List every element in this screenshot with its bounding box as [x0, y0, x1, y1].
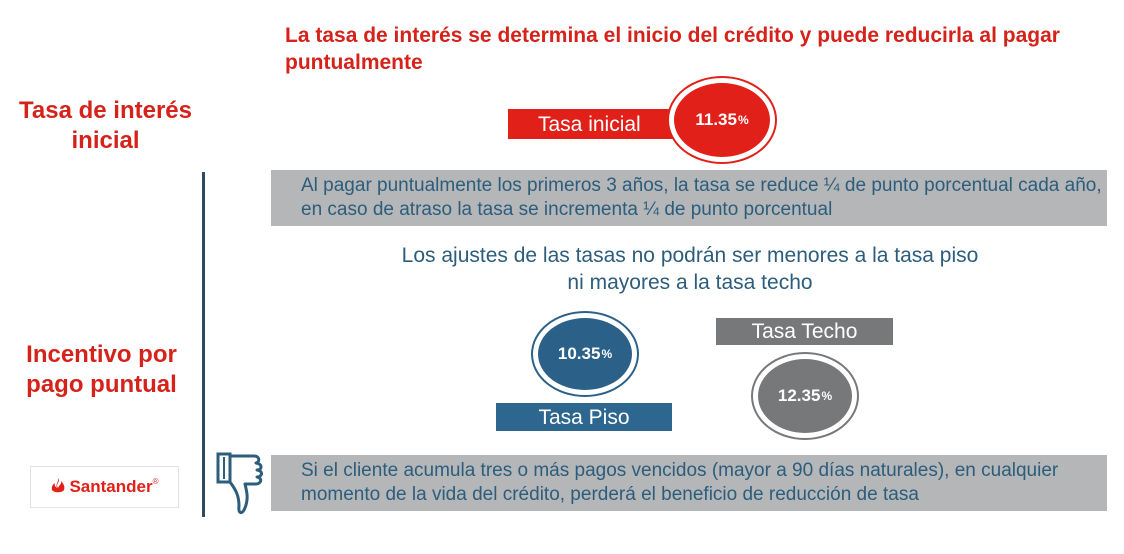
section-label-initial-rate: Tasa de interés inicial — [19, 97, 192, 154]
logo-registered-mark: ® — [152, 477, 159, 486]
santander-logo: Santander® — [30, 466, 179, 508]
initial-rate-bar: Tasa inicial — [508, 109, 698, 139]
thumbs-down-icon — [216, 452, 263, 515]
floor-rate-bar: Tasa Piso — [496, 403, 672, 431]
initial-rate-circle: 11.35% — [669, 78, 775, 162]
floor-rate-circle: 10.35% — [533, 313, 637, 395]
ceiling-rate-bar: Tasa Techo — [716, 318, 893, 345]
floor-rate-unit: % — [601, 347, 613, 361]
initial-rate-value: 11.35 — [695, 110, 737, 129]
payment-rule-note: Al pagar puntualmente los primeros 3 año… — [271, 170, 1107, 226]
ceiling-rate-circle: 12.35% — [753, 354, 857, 438]
adjustment-note: Los ajustes de las tasas no podrán ser m… — [401, 244, 979, 294]
logo-text: Santander® — [69, 477, 158, 497]
flame-icon — [52, 478, 65, 493]
initial-rate-label: Tasa inicial — [538, 113, 641, 136]
ceiling-rate-unit: % — [821, 389, 833, 403]
logo-name: Santander — [69, 477, 153, 496]
section-label-incentive: Incentivo por pago puntual — [26, 341, 177, 398]
ceiling-rate-value: 12.35 — [777, 386, 821, 405]
vertical-divider — [202, 172, 205, 517]
headline: La tasa de interés se determina el inici… — [285, 24, 1060, 74]
initial-rate-unit: % — [737, 113, 749, 127]
floor-rate-value: 10.35 — [557, 344, 601, 363]
penalty-note: Si el cliente acumula tres o más pagos v… — [271, 455, 1107, 511]
